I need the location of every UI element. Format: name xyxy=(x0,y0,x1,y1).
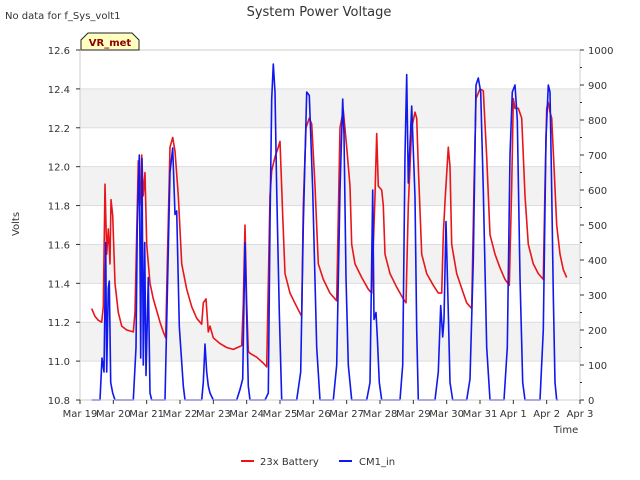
band-0 xyxy=(80,322,580,362)
band-1 xyxy=(80,244,580,284)
x-tick-label: Mar 31 xyxy=(463,409,498,420)
y2-tick-label: 900 xyxy=(588,81,607,92)
y2-tick-label: 0 xyxy=(588,396,594,407)
y2-tick-label: 500 xyxy=(588,221,607,232)
legend: 23x Battery CM1_in xyxy=(241,457,395,468)
no-data-note: No data for f_Sys_volt1 xyxy=(5,11,121,22)
x-tick-label: Mar 26 xyxy=(296,409,331,420)
y-tick-label: 11.4 xyxy=(48,279,70,290)
chart-title: System Power Voltage xyxy=(247,5,392,20)
y2-tick-label: 600 xyxy=(588,186,607,197)
y2-tick-label: 100 xyxy=(588,361,607,372)
plot-area xyxy=(79,49,581,401)
band-3 xyxy=(80,88,580,128)
y-axis-label: Volts xyxy=(11,212,22,236)
y2-tick-label: 1000 xyxy=(588,46,613,57)
y-tick-label: 11.2 xyxy=(48,318,70,329)
y-tick-label: 11.6 xyxy=(48,240,70,251)
x-tick-label: Mar 22 xyxy=(163,409,198,420)
y-tick-label: 12.0 xyxy=(48,163,70,174)
x-tick-label: Apr 1 xyxy=(500,409,527,420)
x-tick-label: Mar 30 xyxy=(429,409,464,420)
badge-box xyxy=(80,32,140,51)
vr-met-badge: VR_met xyxy=(80,32,140,51)
x-tick-label: Mar 23 xyxy=(196,409,231,420)
y-tick-label: 12.6 xyxy=(48,46,70,57)
legend-label-cm1: CM1_in xyxy=(359,457,395,468)
band-2 xyxy=(80,166,580,206)
series-line-battery xyxy=(90,88,568,368)
badge-label: VR_met xyxy=(89,38,132,49)
y-axis-right: 0 100 200 300 400 500 600 700 800 900 1000 xyxy=(580,46,613,407)
x-tick-label: Mar 27 xyxy=(329,409,364,420)
x-tick-label: Apr 2 xyxy=(533,409,560,420)
x-tick-label: Mar 21 xyxy=(129,409,164,420)
shaded-bands xyxy=(80,88,580,362)
y-tick-label: 10.8 xyxy=(48,396,70,407)
legend-label-battery: 23x Battery xyxy=(260,457,319,468)
y2-tick-label: 200 xyxy=(588,326,607,337)
x-tick-label: Mar 19 xyxy=(63,409,98,420)
x-tick-label: Mar 28 xyxy=(363,409,398,420)
y2-tick-label: 400 xyxy=(588,256,607,267)
x-tick-label: Mar 24 xyxy=(229,409,264,420)
y2-tick-label: 300 xyxy=(588,291,607,302)
y2-tick-label: 700 xyxy=(588,151,607,162)
x-axis-label: Time xyxy=(553,425,578,436)
x-tick-label: Mar 25 xyxy=(263,409,298,420)
y-tick-label: 11.0 xyxy=(48,357,70,368)
x-tick-label: Apr 3 xyxy=(567,409,594,420)
y2-tick-label: 800 xyxy=(588,116,607,127)
y-axis-left: 10.8 11.0 11.2 11.4 11.6 11.8 12.0 12.2 12.4 12.6 xyxy=(48,46,80,407)
y-tick-label: 11.8 xyxy=(48,202,70,213)
y-tick-label: 12.4 xyxy=(48,85,70,96)
y-tick-label: 12.2 xyxy=(48,124,70,135)
x-tick-label: Mar 20 xyxy=(96,409,131,420)
x-tick-label: Mar 29 xyxy=(396,409,431,420)
